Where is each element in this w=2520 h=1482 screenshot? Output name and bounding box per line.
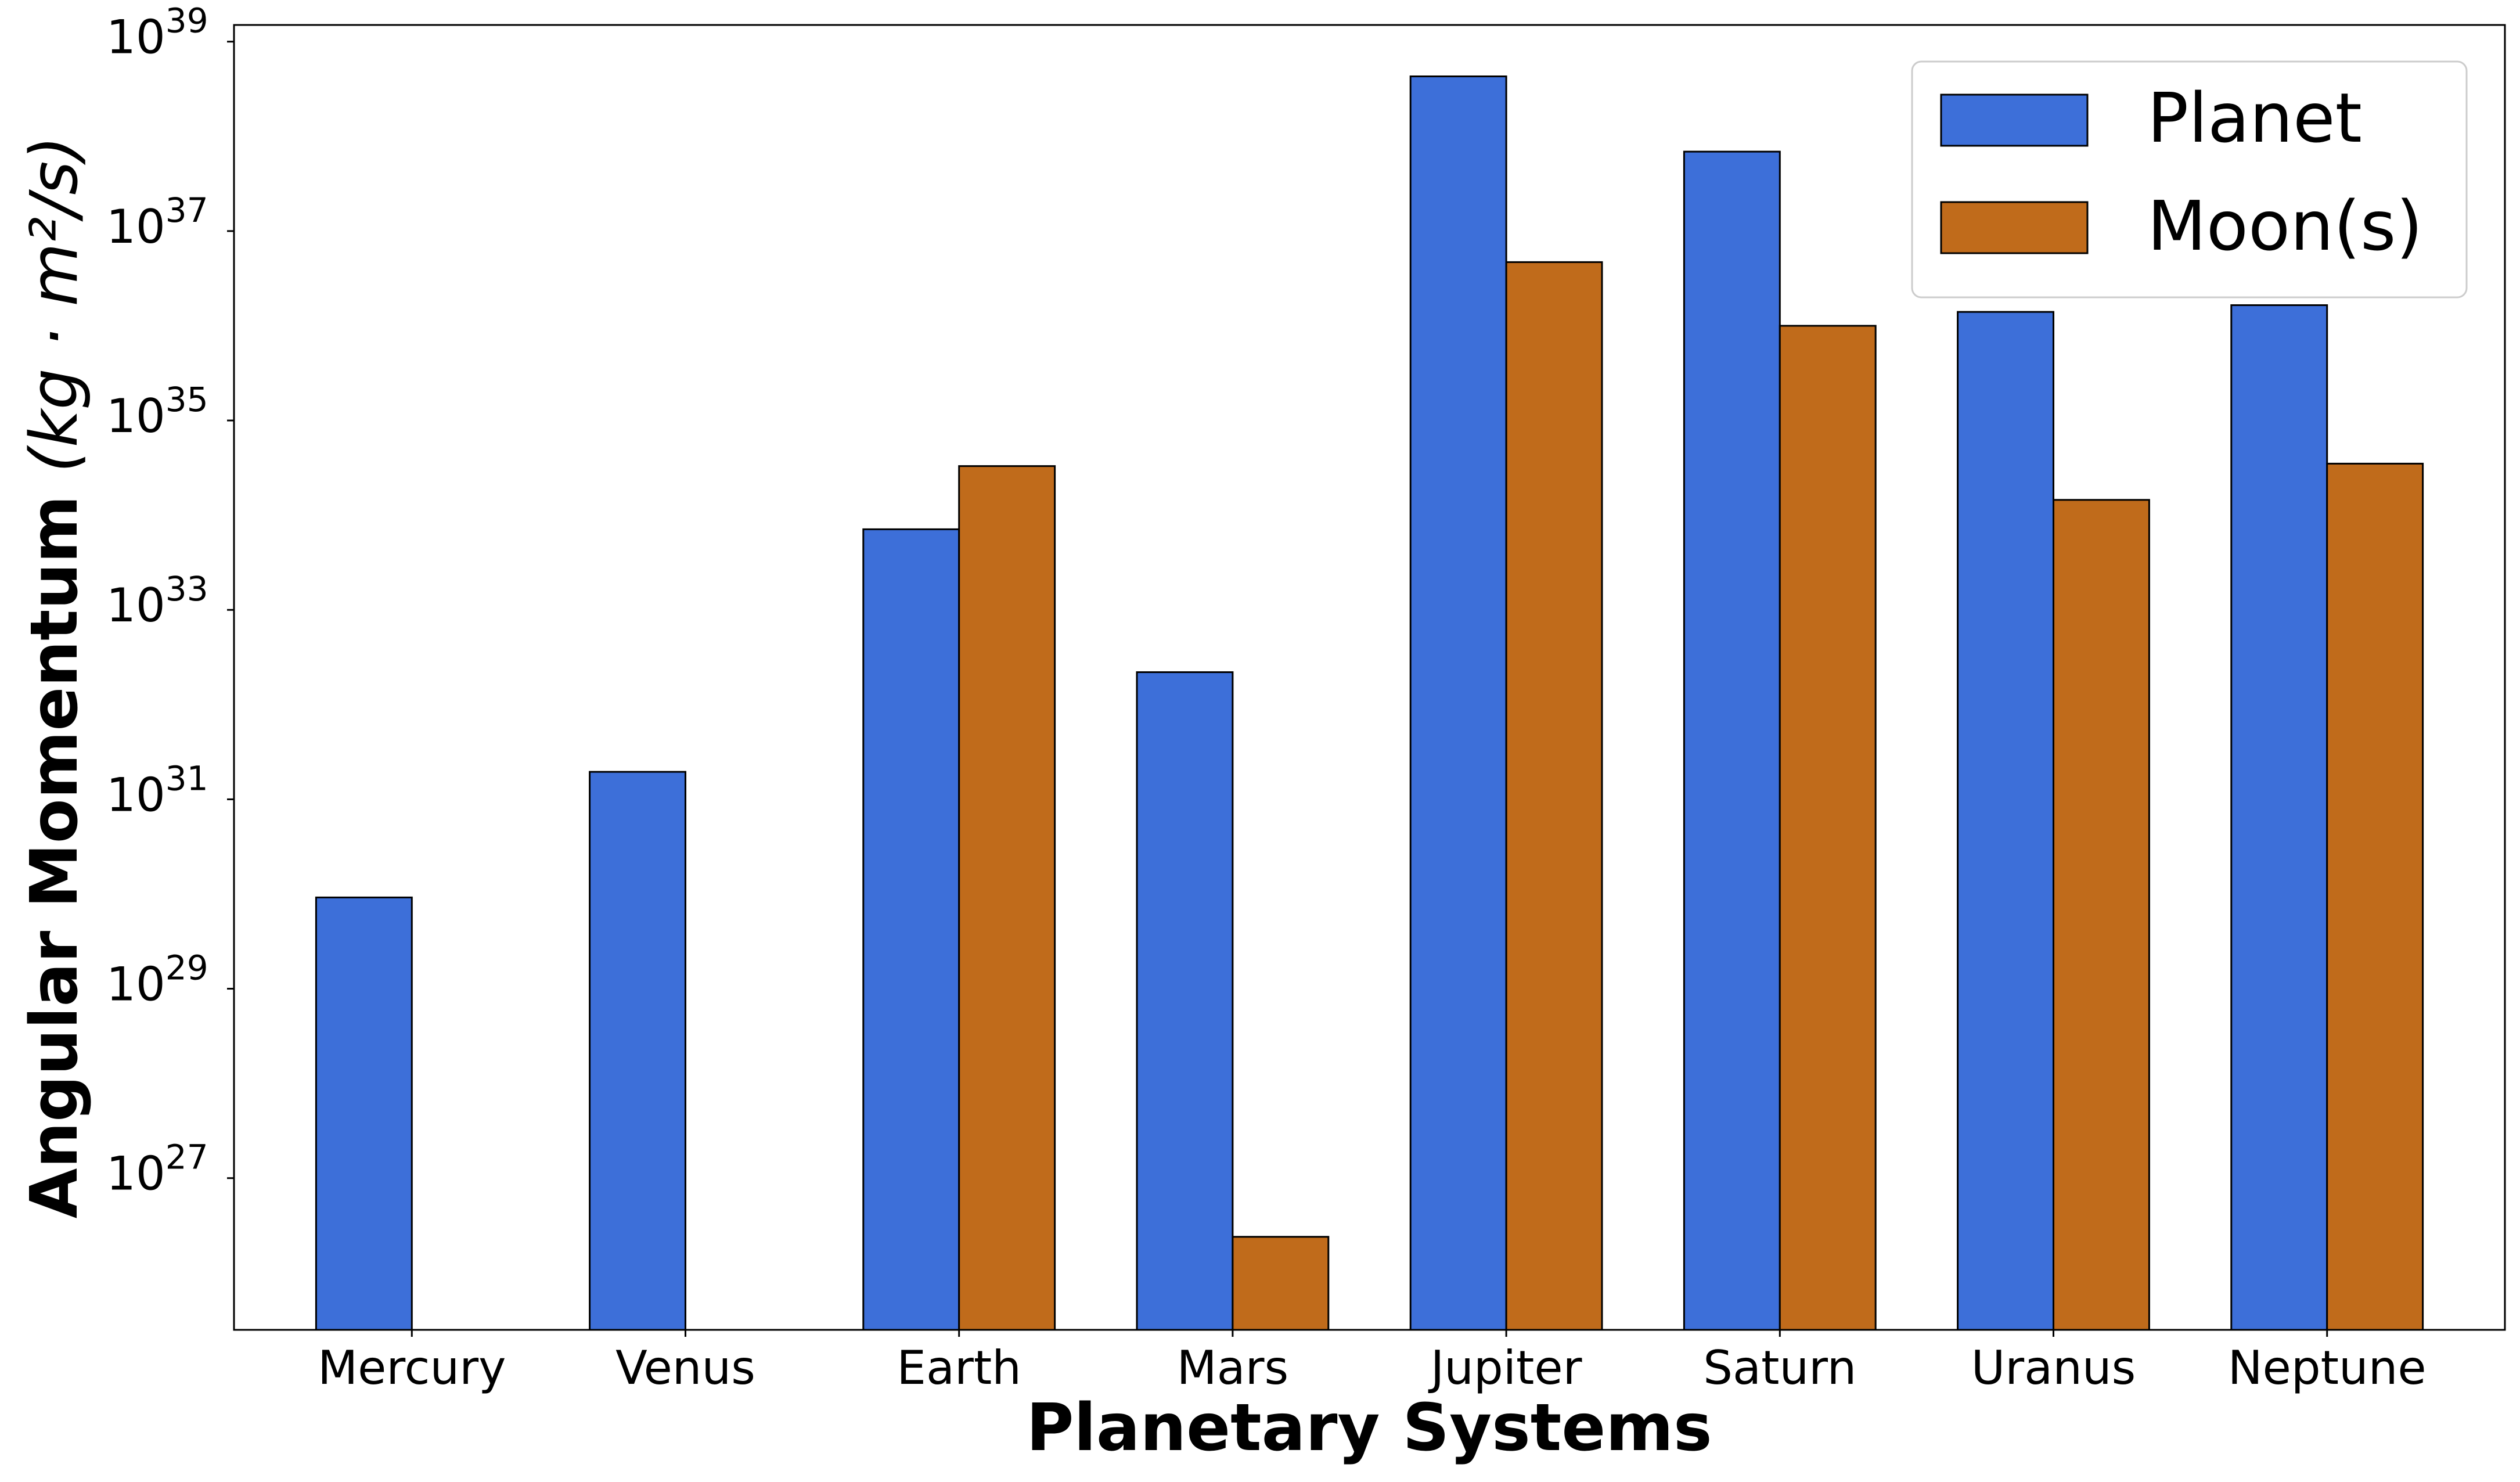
- bar-saturn-planet: [1683, 150, 1781, 1331]
- y-tick-label-1e27: 1027: [106, 1138, 208, 1201]
- legend-label-moons: Moon(s): [2147, 186, 2423, 266]
- bar-earth-moons: [958, 465, 1056, 1331]
- bar-neptune-planet: [2230, 304, 2328, 1331]
- bar-jupiter-planet: [1409, 75, 1507, 1331]
- bar-jupiter-moons: [1505, 261, 1603, 1331]
- x-tick-label-uranus: Uranus: [1971, 1341, 2136, 1395]
- bar-uranus-planet: [1957, 311, 2055, 1331]
- bar-earth-planet: [862, 528, 960, 1331]
- y-tick-label-1e33: 1033: [106, 569, 208, 632]
- x-tick-label-saturn: Saturn: [1703, 1341, 1856, 1395]
- y-tick-label-1e29: 1029: [106, 948, 208, 1012]
- x-tick-label-jupiter: Jupiter: [1428, 1341, 1582, 1395]
- legend-swatch-moons: [1940, 201, 2089, 254]
- legend-swatch-planet: [1940, 93, 2089, 147]
- y-axis-label-units: (kg · m²/s): [17, 136, 92, 473]
- y-axis-label: Angular Momentum (kg · m²/s): [17, 136, 92, 1219]
- bars-group: [315, 75, 2424, 1331]
- y-tick-label-1e39: 1039: [106, 1, 208, 64]
- y-tick-label-1e35: 1035: [106, 380, 208, 443]
- x-tick-label-neptune: Neptune: [2228, 1341, 2427, 1395]
- bar-venus-planet: [589, 771, 686, 1331]
- y-tick-label-1e31: 1031: [106, 758, 208, 822]
- legend: Planet Moon(s): [1911, 60, 2468, 298]
- x-tick-label-mars: Mars: [1177, 1341, 1289, 1395]
- plot-frame: [233, 24, 2506, 1331]
- y-axis-ticks: 1027 1029 1031 1033 1035 1037 1039: [106, 1, 234, 1201]
- y-tick-label-1e37: 1037: [106, 190, 208, 254]
- bar-neptune-moons: [2326, 462, 2424, 1331]
- bar-uranus-moons: [2053, 499, 2150, 1331]
- bar-mars-moons: [1232, 1236, 1330, 1331]
- x-tick-label-earth: Earth: [897, 1341, 1021, 1395]
- bar-mercury-planet: [315, 896, 413, 1331]
- y-axis-label-text: Angular Momentum: [17, 495, 92, 1218]
- x-axis-ticks: Mercury Venus Earth Mars Jupiter Saturn Uranus…: [318, 1330, 2427, 1395]
- x-tick-label-venus: Venus: [615, 1341, 755, 1395]
- x-tick-label-mercury: Mercury: [318, 1341, 506, 1395]
- bar-mars-planet: [1136, 671, 1234, 1331]
- x-axis-label: Planetary Systems: [1026, 1390, 1712, 1466]
- legend-label-planet: Planet: [2147, 78, 2362, 158]
- bar-saturn-moons: [1779, 325, 1877, 1331]
